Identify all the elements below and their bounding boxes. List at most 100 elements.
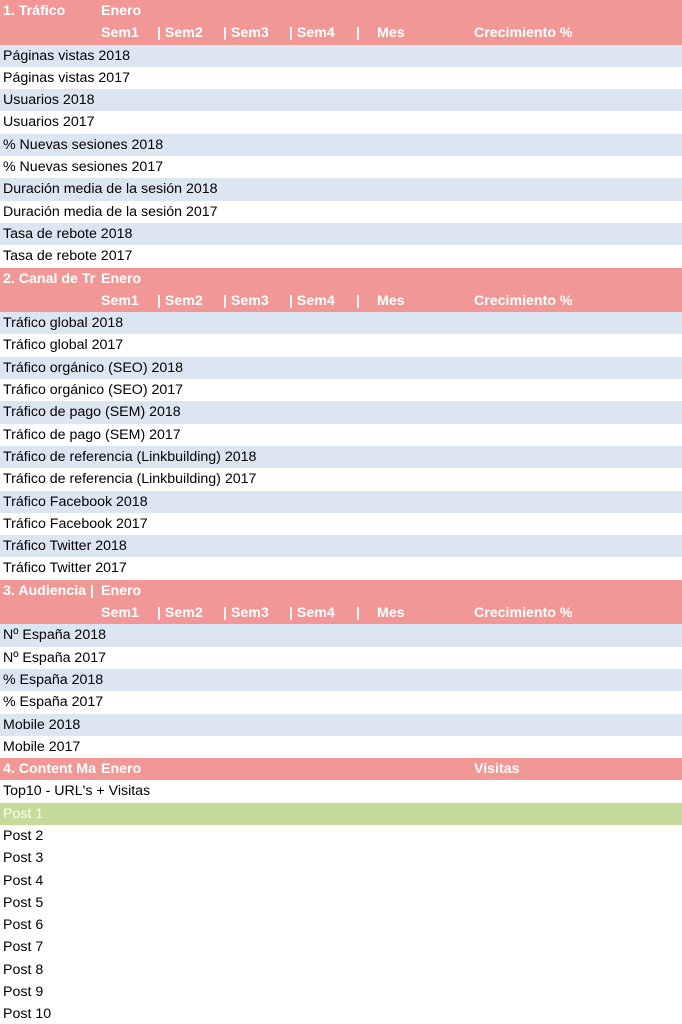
table-row[interactable]: Tasa de rebote 2017 [0, 245, 682, 268]
list-item[interactable]: Post 8 [0, 958, 682, 982]
row-label: % España 2018 [3, 671, 104, 688]
row-label: Tráfico global 2018 [3, 315, 124, 332]
post-label: Post 8 [3, 961, 44, 978]
row-label: Tráfico orgánico (SEO) 2018 [3, 359, 184, 376]
list-item[interactable]: Post 7 [0, 936, 682, 959]
table-row[interactable]: Páginas vistas 2018 [0, 44, 682, 67]
table-row[interactable]: Mobile 2017 [0, 735, 682, 759]
col-mes: Mes [377, 25, 405, 42]
row-label: Tráfico orgánico (SEO) 2017 [3, 382, 184, 399]
list-item[interactable]: Post 10 [0, 1003, 682, 1024]
row-label: Mobile 2017 [3, 738, 81, 755]
column-header-row[interactable]: Sem1 | Sem2 | Sem3 | Sem4 | Mes Crecimie… [0, 22, 682, 45]
list-item[interactable]: Post 6 [0, 914, 682, 937]
list-item[interactable]: Post 9 [0, 981, 682, 1004]
post-label: Post 7 [3, 939, 44, 956]
table-row[interactable]: Mobile 2018 [0, 713, 682, 736]
col-sem1: Sem1 [101, 605, 139, 622]
section-title: 3. Audiencia | [3, 582, 94, 599]
col-growth: Crecimiento % [474, 605, 573, 622]
col-visits: Visitas [474, 761, 520, 778]
row-label: % Nuevas sesiones 2018 [3, 136, 164, 153]
col-sem1: Sem1 [101, 25, 139, 42]
row-label: Tráfico Twitter 2018 [3, 538, 127, 555]
content-subtitle-row[interactable]: Top10 - URL's + Visitas [0, 780, 682, 803]
table-row[interactable]: Tráfico orgánico (SEO) 2017 [0, 379, 682, 402]
section-header-traffic[interactable]: 1. Tráfico Enero [0, 0, 682, 23]
row-label: % Nuevas sesiones 2017 [3, 159, 164, 176]
month-label: Enero [101, 761, 142, 778]
table-row[interactable]: Nº España 2018 [0, 624, 682, 647]
col-sem4: | Sem4 [289, 25, 335, 42]
row-label: Usuarios 2017 [3, 114, 95, 131]
table-row[interactable]: Tráfico global 2018 [0, 312, 682, 335]
table-row[interactable]: % España 2018 [0, 668, 682, 692]
section-header-content[interactable]: 4. Content Ma Enero Visitas [0, 758, 682, 781]
post-label: Post 9 [3, 984, 44, 1001]
list-item[interactable]: Post 4 [0, 869, 682, 892]
table-row[interactable]: Tráfico Twitter 2017 [0, 557, 682, 580]
post-label: Post 5 [3, 894, 44, 911]
table-row[interactable]: Tráfico de referencia (Linkbuilding) 201… [0, 445, 682, 469]
month-label: Enero [101, 582, 142, 599]
row-label: Páginas vistas 2017 [3, 69, 130, 86]
table-row[interactable]: Tráfico global 2017 [0, 334, 682, 357]
col-mes: Mes [377, 292, 405, 309]
table-row[interactable]: % España 2017 [0, 691, 682, 714]
section-header-channels[interactable]: 2. Canal de Tr Enero [0, 267, 682, 290]
post-label: Post 4 [3, 872, 44, 889]
table-row[interactable]: Tráfico Facebook 2018 [0, 490, 682, 513]
row-label: Tráfico global 2017 [3, 337, 124, 354]
row-label: Mobile 2018 [3, 716, 81, 733]
table-row[interactable]: Duración media de la sesión 2017 [0, 200, 682, 223]
post-label: Post 2 [3, 827, 44, 844]
table-row[interactable]: Nº España 2017 [0, 646, 682, 669]
table-row[interactable]: Tráfico orgánico (SEO) 2018 [0, 356, 682, 380]
column-header-row[interactable]: Sem1 | Sem2 | Sem3 | Sem4 | Mes Crecimie… [0, 602, 682, 625]
table-row[interactable]: Tráfico Facebook 2017 [0, 512, 682, 536]
col-sem2: | Sem2 [157, 292, 203, 309]
row-label: Duración media de la sesión 2017 [3, 203, 218, 220]
section-title: 4. Content Ma [3, 761, 97, 778]
row-label: % España 2017 [3, 694, 104, 711]
col-mes: Mes [377, 605, 405, 622]
list-item-selected[interactable]: Post 1 [0, 802, 682, 825]
table-row[interactable]: Usuarios 2017 [0, 111, 682, 134]
table-row[interactable]: Tasa de rebote 2018 [0, 222, 682, 246]
table-row[interactable]: % Nuevas sesiones 2018 [0, 133, 682, 157]
row-label: Tráfico Twitter 2017 [3, 560, 127, 577]
month-label: Enero [101, 270, 142, 287]
row-label: Tráfico de pago (SEM) 2017 [3, 426, 181, 443]
table-row[interactable]: Usuarios 2018 [0, 89, 682, 112]
section-header-audience[interactable]: 3. Audiencia | Enero [0, 579, 682, 603]
table-row[interactable]: Tráfico de pago (SEM) 2018 [0, 401, 682, 424]
table-row[interactable]: % Nuevas sesiones 2017 [0, 156, 682, 179]
list-item[interactable]: Post 3 [0, 847, 682, 870]
col-sem2: | Sem2 [157, 25, 203, 42]
table-row[interactable]: Duración media de la sesión 2018 [0, 178, 682, 201]
month-label: Enero [101, 3, 142, 19]
table-row[interactable]: Tráfico de pago (SEM) 2017 [0, 423, 682, 446]
section-title: 1. Tráfico [3, 3, 66, 19]
row-label: Tráfico de referencia (Linkbuilding) 201… [3, 448, 257, 465]
col-sem1: Sem1 [101, 292, 139, 309]
post-label: Post 6 [3, 917, 44, 934]
col-separator: | [356, 605, 360, 622]
col-sem4: | Sem4 [289, 605, 335, 622]
list-item[interactable]: Post 5 [0, 891, 682, 915]
table-row[interactable]: Páginas vistas 2017 [0, 66, 682, 90]
row-label: Tasa de rebote 2017 [3, 248, 133, 265]
row-label: Tasa de rebote 2018 [3, 225, 133, 242]
column-header-row[interactable]: Sem1 | Sem2 | Sem3 | Sem4 | Mes Crecimie… [0, 289, 682, 313]
table-row[interactable]: Tráfico Twitter 2018 [0, 535, 682, 558]
row-label: Tráfico de pago (SEM) 2018 [3, 404, 181, 421]
post-label: Post 3 [3, 850, 44, 867]
list-item[interactable]: Post 2 [0, 824, 682, 848]
col-separator: | [356, 25, 360, 42]
col-sem4: | Sem4 [289, 292, 335, 309]
section-title: 2. Canal de Tr [3, 270, 96, 287]
col-separator: | [356, 292, 360, 309]
row-label: Nº España 2017 [3, 649, 106, 666]
table-row[interactable]: Tráfico de referencia (Linkbuilding) 201… [0, 468, 682, 491]
